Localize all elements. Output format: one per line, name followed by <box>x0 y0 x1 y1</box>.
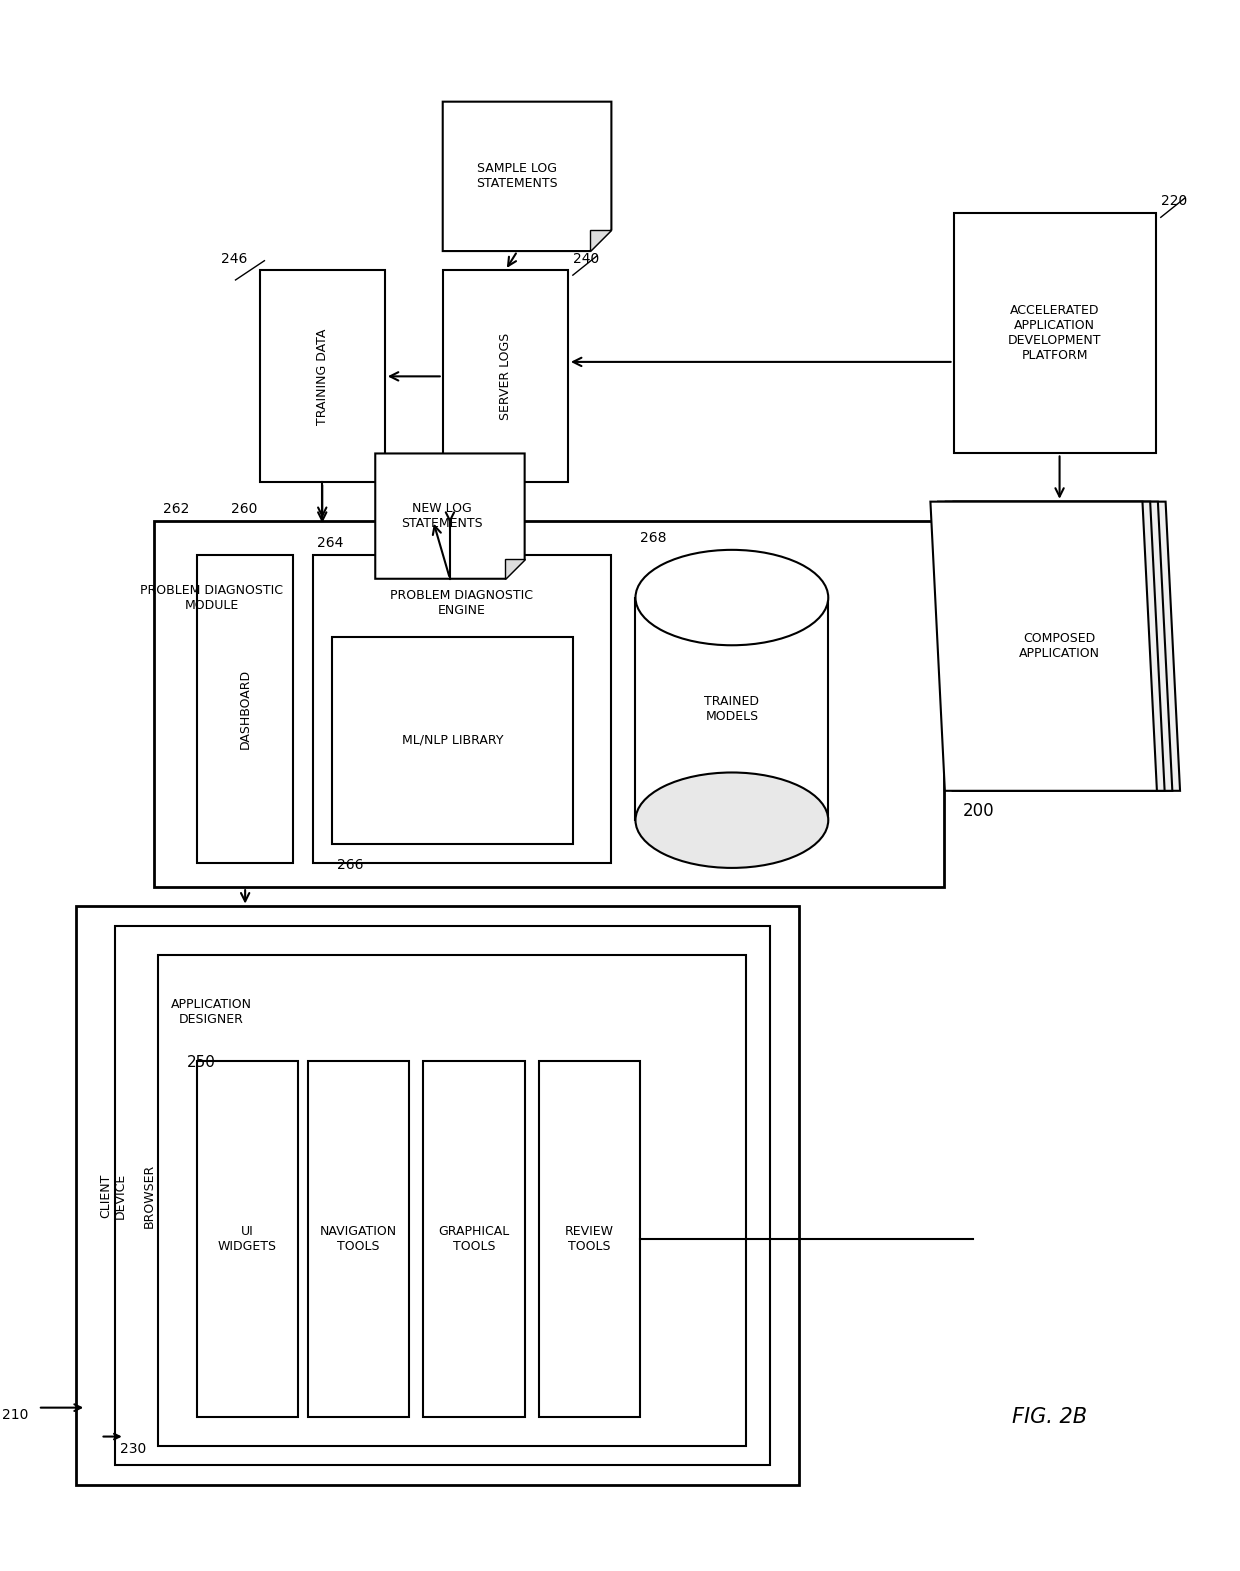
Text: 262: 262 <box>164 503 190 517</box>
Ellipse shape <box>635 550 828 646</box>
Text: NEW LOG
STATEMENTS: NEW LOG STATEMENTS <box>402 503 484 529</box>
Text: 210: 210 <box>2 1408 29 1422</box>
Text: PROBLEM DIAGNOSTIC
ENGINE: PROBLEM DIAGNOSTIC ENGINE <box>391 589 533 617</box>
Bar <box>332 636 573 844</box>
Bar <box>443 270 568 482</box>
Text: REVIEW
TOOLS: REVIEW TOOLS <box>565 1225 614 1254</box>
Bar <box>259 270 384 482</box>
Text: GRAPHICAL
TOOLS: GRAPHICAL TOOLS <box>439 1225 510 1254</box>
Text: 250: 250 <box>187 1056 216 1070</box>
Text: BROWSER: BROWSER <box>143 1164 155 1227</box>
Text: UI
WIDGETS: UI WIDGETS <box>218 1225 277 1254</box>
Text: CLIENT
DEVICE: CLIENT DEVICE <box>99 1172 126 1219</box>
Text: 200: 200 <box>963 801 994 820</box>
Bar <box>77 906 800 1485</box>
Text: 260: 260 <box>231 503 257 517</box>
Text: 266: 266 <box>337 858 363 872</box>
Text: SERVER LOGS: SERVER LOGS <box>498 333 512 419</box>
Polygon shape <box>946 501 1172 790</box>
Text: 230: 230 <box>120 1442 146 1456</box>
Polygon shape <box>954 501 1180 790</box>
Polygon shape <box>506 559 525 578</box>
Text: ACCELERATED
APPLICATION
DEVELOPMENT
PLATFORM: ACCELERATED APPLICATION DEVELOPMENT PLAT… <box>1008 303 1101 361</box>
Bar <box>954 212 1156 454</box>
Text: DASHBOARD: DASHBOARD <box>238 669 252 749</box>
Polygon shape <box>930 501 1157 790</box>
Bar <box>423 1060 525 1417</box>
Polygon shape <box>590 229 611 251</box>
Bar <box>635 597 828 820</box>
Ellipse shape <box>635 773 828 867</box>
Text: SAMPLE LOG
STATEMENTS: SAMPLE LOG STATEMENTS <box>476 162 558 190</box>
Bar <box>539 1060 640 1417</box>
Text: 246: 246 <box>221 251 248 265</box>
Text: TRAINED
MODELS: TRAINED MODELS <box>704 694 759 723</box>
Bar <box>197 1060 298 1417</box>
Text: 268: 268 <box>640 531 667 545</box>
Text: PROBLEM DIAGNOSTIC
MODULE: PROBLEM DIAGNOSTIC MODULE <box>140 584 283 613</box>
Text: ML/NLP LIBRARY: ML/NLP LIBRARY <box>402 734 503 746</box>
Polygon shape <box>939 501 1164 790</box>
Text: 240: 240 <box>573 251 599 265</box>
Bar <box>115 925 770 1466</box>
Bar <box>312 555 611 862</box>
Bar <box>197 555 294 862</box>
Bar <box>308 1060 409 1417</box>
Polygon shape <box>376 454 525 578</box>
Text: NAVIGATION
TOOLS: NAVIGATION TOOLS <box>320 1225 397 1254</box>
Polygon shape <box>443 102 611 251</box>
Text: TRAINING DATA: TRAINING DATA <box>316 328 329 424</box>
Text: COMPOSED
APPLICATION: COMPOSED APPLICATION <box>1019 632 1100 660</box>
Text: 264: 264 <box>317 536 343 550</box>
Text: 220: 220 <box>1161 193 1187 207</box>
Text: FIG. 2B: FIG. 2B <box>1012 1408 1087 1428</box>
Bar <box>154 522 944 888</box>
Bar <box>159 955 746 1447</box>
Text: APPLICATION
DESIGNER: APPLICATION DESIGNER <box>171 999 252 1026</box>
